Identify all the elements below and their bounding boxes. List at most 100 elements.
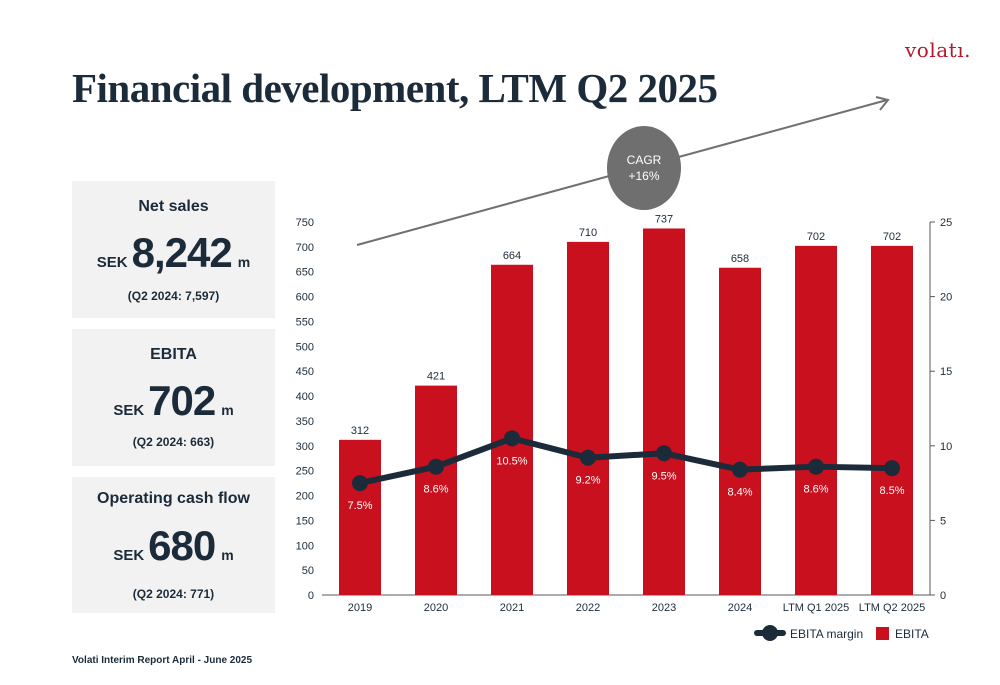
margin-point bbox=[504, 430, 520, 447]
y-left-tick-label: 400 bbox=[296, 391, 314, 403]
y-left-tick-label: 550 bbox=[296, 316, 314, 328]
kpi-ebita: EBITA SEK 702 m (Q2 2024: 663) bbox=[72, 329, 275, 466]
y-left-tick-label: 250 bbox=[296, 466, 314, 478]
margin-line-layer: 7.5% 8.6% 10.5% 9.2% 9.5% 8.4% 8.6% 8.5% bbox=[347, 430, 905, 512]
y-left-tick-label: 0 bbox=[308, 590, 314, 602]
cagr-value: +16% bbox=[628, 169, 659, 183]
x-tick-label: 2022 bbox=[576, 602, 600, 614]
cagr-label: CAGR bbox=[627, 153, 662, 167]
bar-value-label: 702 bbox=[807, 231, 825, 243]
legend-line-label: EBITA margin bbox=[790, 627, 863, 641]
bar bbox=[567, 241, 609, 596]
y-right-tick-label: 10 bbox=[940, 441, 952, 453]
margin-value-label: 7.5% bbox=[347, 500, 372, 512]
y-left-tick-label: 200 bbox=[296, 491, 314, 503]
margin-point bbox=[428, 458, 444, 475]
y-right-tick-label: 25 bbox=[940, 217, 952, 229]
margin-point bbox=[580, 449, 596, 466]
ebita-margin-line bbox=[359, 435, 893, 487]
y-right-tick-label: 15 bbox=[940, 366, 952, 378]
y-left-tick-label: 500 bbox=[296, 341, 314, 353]
chart-axes: 0501001502002503003504004505005506006507… bbox=[296, 217, 953, 614]
margin-point bbox=[352, 475, 368, 492]
kpi-unit-pre: SEK bbox=[96, 254, 128, 271]
margin-point bbox=[656, 445, 672, 462]
y-left-tick-label: 650 bbox=[296, 267, 314, 279]
bar-value-label: 710 bbox=[579, 227, 597, 239]
kpi-value: 680 bbox=[148, 522, 216, 569]
kpi-label: Operating cash flow bbox=[97, 490, 250, 507]
page-title: Financial development, LTM Q2 2025 bbox=[72, 65, 718, 111]
margin-point bbox=[808, 458, 824, 475]
bar-value-label: 658 bbox=[731, 253, 749, 265]
kpi-operating-cash-flow: Operating cash flow SEK 680 m (Q2 2024: … bbox=[72, 477, 275, 613]
y-left-tick-label: 50 bbox=[302, 565, 314, 577]
x-tick-label: 2024 bbox=[728, 602, 752, 614]
margin-value-label: 8.6% bbox=[803, 484, 828, 496]
margin-value-label: 9.2% bbox=[575, 475, 600, 487]
kpi-value: 8,242 bbox=[131, 229, 233, 276]
kpi-value: 702 bbox=[148, 377, 216, 424]
bar bbox=[795, 245, 837, 595]
y-right-tick-label: 0 bbox=[940, 590, 946, 602]
legend: EBITA margin EBITA bbox=[754, 625, 929, 641]
y-left-tick-label: 350 bbox=[296, 416, 314, 428]
bar bbox=[339, 439, 381, 595]
kpi-compare: (Q2 2024: 771) bbox=[132, 587, 215, 601]
kpi-label: EBITA bbox=[150, 346, 197, 363]
kpi-unit-post: m bbox=[221, 547, 234, 563]
y-right-tick-label: 20 bbox=[940, 292, 952, 304]
margin-value-label: 8.6% bbox=[423, 484, 448, 496]
margin-value-label: 8.5% bbox=[879, 485, 904, 497]
kpi-value-row: SEK 702 m bbox=[72, 377, 275, 425]
bar bbox=[871, 245, 913, 595]
bar-value-label: 312 bbox=[351, 425, 369, 437]
kpi-label: Net sales bbox=[138, 198, 209, 215]
x-tick-label: 2021 bbox=[500, 602, 524, 614]
margin-value-label: 9.5% bbox=[651, 470, 676, 482]
y-left-tick-label: 700 bbox=[296, 242, 314, 254]
y-left-tick-label: 600 bbox=[296, 292, 314, 304]
y-right-tick-label: 5 bbox=[940, 515, 946, 527]
margin-point bbox=[732, 461, 748, 478]
bar bbox=[643, 228, 685, 595]
x-tick-label: LTM Q2 2025 bbox=[859, 602, 925, 614]
kpi-value-row: SEK 680 m bbox=[72, 522, 275, 570]
kpi-unit-pre: SEK bbox=[113, 402, 145, 419]
bars-layer: 312 421 664 710 737 658 702 702 bbox=[339, 213, 913, 596]
margin-value-label: 10.5% bbox=[496, 455, 527, 467]
y-left-tick-label: 100 bbox=[296, 540, 314, 552]
volati-logo: volatı. bbox=[905, 38, 971, 62]
bar-value-label: 702 bbox=[883, 231, 901, 243]
kpi-net-sales: Net sales SEK 8,242 m (Q2 2024: 7,597) bbox=[72, 181, 275, 318]
kpi-compare: (Q2 2024: 7,597) bbox=[127, 289, 220, 303]
y-left-tick-label: 300 bbox=[296, 441, 314, 453]
cagr-arrow-head bbox=[875, 96, 890, 111]
y-left-tick-label: 450 bbox=[296, 366, 314, 378]
footer-text: Volati Interim Report April - June 2025 bbox=[72, 655, 253, 666]
kpi-compare: (Q2 2024: 663) bbox=[132, 435, 215, 449]
margin-value-label: 8.4% bbox=[727, 487, 752, 499]
bar bbox=[719, 267, 761, 595]
x-tick-label: 2019 bbox=[348, 602, 372, 614]
bar bbox=[415, 385, 457, 595]
y-left-tick-label: 150 bbox=[296, 515, 314, 527]
x-tick-label: 2023 bbox=[652, 602, 676, 614]
x-tick-label: LTM Q1 2025 bbox=[783, 602, 849, 614]
legend-bar-swatch bbox=[876, 627, 889, 640]
y-left-tick-label: 750 bbox=[296, 217, 314, 229]
bar bbox=[491, 264, 533, 595]
kpi-unit-pre: SEK bbox=[113, 547, 145, 564]
bar-value-label: 664 bbox=[503, 250, 521, 262]
kpi-value-row: SEK 8,242 m bbox=[72, 229, 275, 277]
legend-line-marker bbox=[762, 625, 778, 641]
cagr-bubble bbox=[607, 126, 681, 210]
margin-point bbox=[884, 460, 900, 477]
x-tick-label: 2020 bbox=[424, 602, 448, 614]
legend-bar-label: EBITA bbox=[895, 627, 929, 641]
kpi-unit-post: m bbox=[221, 402, 234, 418]
bar-value-label: 421 bbox=[427, 371, 445, 383]
bar-value-label: 737 bbox=[655, 213, 673, 225]
kpi-unit-post: m bbox=[237, 254, 251, 270]
